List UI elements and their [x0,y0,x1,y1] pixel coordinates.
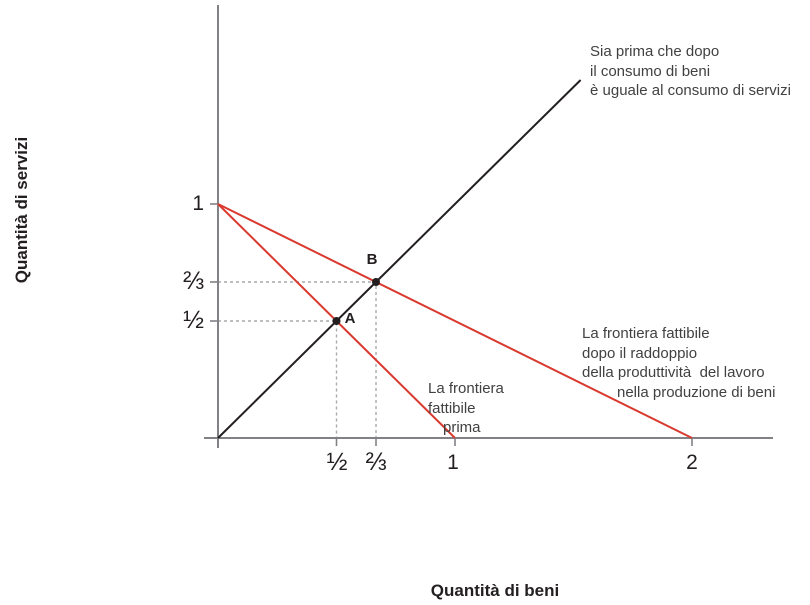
x-tick-label-1: 1 [447,451,459,474]
x-tick-label-one-half: ½ [326,448,348,476]
y-tick-label-two-thirds: ⅔ [183,267,204,295]
x-tick-label-2: 2 [686,451,698,474]
annotation-frontier-before-line-3: prima [443,419,481,436]
annotation-frontier-before-line-2: fattibile [428,399,476,417]
annotation-frontier-after-line-3: della produttività del lavoro [582,364,765,381]
annotation-equality-line-2: il consumo di beni [590,62,711,80]
annotation-frontier-after-line-1: La frontiera fattibile [582,325,710,342]
annotation-frontier-after-line-4: nella produzione di beni [617,383,776,401]
point-label-A: A [344,310,356,327]
y-axis-title: Quantità di servizi [12,136,31,284]
annotation-equality-line-3: è uguale al consumo di servizi [590,82,791,99]
annotation-equality-line: Sia prima che dopo il consumo di beni è … [590,42,805,101]
frontier-after-line [217,203,693,439]
annotation-frontier-before-line-1: La frontiera [428,380,504,397]
y-tick-label-1: 1 [192,192,204,215]
point-dot-B [372,277,381,286]
y-tick-label-one-half: ½ [183,306,204,334]
x-axis-title: Quantità di beni [430,581,560,600]
annotation-equality-line-1: Sia prima che dopo [590,43,720,60]
annotation-frontier-after: La frontiera fattibile dopo il raddoppio… [582,324,807,402]
x-tick-label-two-thirds: ⅔ [365,448,387,476]
point-label-B: B [366,251,378,268]
annotation-frontier-before: La frontiera fattibile prima [428,379,548,438]
equality-line [217,79,582,439]
point-dot-A [332,317,341,325]
annotation-frontier-after-line-2: dopo il raddoppio [582,344,698,362]
